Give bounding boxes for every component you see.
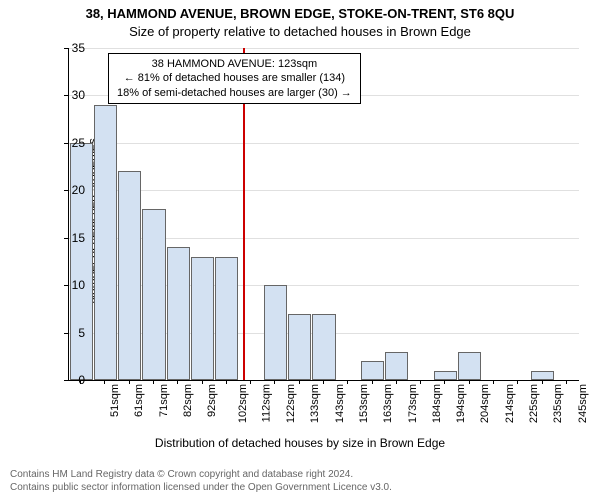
bar [94, 105, 117, 380]
bar [70, 143, 93, 380]
x-tick-mark [177, 380, 178, 384]
x-tick-label: 225sqm [528, 384, 540, 423]
grid-line [69, 190, 579, 191]
bar [385, 352, 408, 380]
x-tick-label: 122sqm [285, 384, 297, 423]
x-tick-mark [542, 380, 543, 384]
x-tick-label: 204sqm [480, 384, 492, 423]
x-tick-mark [372, 380, 373, 384]
bar [142, 209, 165, 380]
info-box: 38 HAMMOND AVENUE: 123sqm ← 81% of detac… [108, 53, 361, 104]
x-tick-label: 112sqm [260, 384, 272, 422]
y-tick-label: 30 [55, 88, 85, 102]
y-tick-label: 5 [55, 326, 85, 340]
x-tick-mark [250, 380, 251, 384]
grid-line [69, 48, 579, 49]
x-tick-mark [444, 380, 445, 384]
y-tick-label: 10 [55, 278, 85, 292]
y-tick-label: 15 [55, 231, 85, 245]
x-tick-mark [153, 380, 154, 384]
chart-title-sub: Size of property relative to detached ho… [0, 24, 600, 39]
x-tick-label: 163sqm [382, 384, 394, 423]
info-line-3: 18% of semi-detached houses are larger (… [117, 86, 352, 100]
x-tick-label: 102sqm [237, 384, 249, 423]
x-tick-label: 214sqm [504, 384, 516, 423]
x-tick-mark [80, 380, 81, 384]
x-tick-label: 235sqm [552, 384, 564, 423]
x-tick-mark [323, 380, 324, 384]
chart-container: 38, HAMMOND AVENUE, BROWN EDGE, STOKE-ON… [0, 0, 600, 500]
y-tick-label: 20 [55, 183, 85, 197]
y-tick-mark [64, 238, 68, 239]
x-tick-label: 143sqm [334, 384, 346, 423]
x-tick-label: 153sqm [358, 384, 370, 423]
bar [191, 257, 214, 380]
chart-title-main: 38, HAMMOND AVENUE, BROWN EDGE, STOKE-ON… [0, 6, 600, 21]
bar [434, 371, 457, 380]
x-tick-label: 133sqm [310, 384, 322, 423]
x-tick-mark [517, 380, 518, 384]
x-tick-label: 194sqm [455, 384, 467, 423]
footer: Contains HM Land Registry data © Crown c… [10, 468, 392, 494]
x-tick-label: 71sqm [158, 384, 170, 417]
x-tick-mark [566, 380, 567, 384]
x-axis-label: Distribution of detached houses by size … [0, 436, 600, 450]
x-tick-label: 82sqm [182, 384, 194, 417]
info-line-1: 38 HAMMOND AVENUE: 123sqm [117, 57, 352, 71]
bar [288, 314, 311, 380]
bar [215, 257, 238, 380]
x-tick-mark [129, 380, 130, 384]
y-tick-mark [64, 143, 68, 144]
y-tick-mark [64, 285, 68, 286]
x-tick-mark [104, 380, 105, 384]
x-tick-label: 92sqm [206, 384, 218, 417]
x-tick-mark [396, 380, 397, 384]
grid-line [69, 143, 579, 144]
x-tick-mark [202, 380, 203, 384]
x-tick-label: 245sqm [577, 384, 589, 423]
bar [167, 247, 190, 380]
x-tick-mark [493, 380, 494, 384]
x-tick-mark [469, 380, 470, 384]
x-tick-mark [420, 380, 421, 384]
y-tick-mark [64, 333, 68, 334]
y-tick-mark [64, 190, 68, 191]
bar [264, 285, 287, 380]
bar [312, 314, 335, 380]
bar [361, 361, 384, 380]
footer-line-1: Contains HM Land Registry data © Crown c… [10, 468, 392, 481]
x-tick-label: 173sqm [407, 384, 419, 423]
x-tick-mark [226, 380, 227, 384]
y-tick-label: 35 [55, 41, 85, 55]
x-tick-label: 61sqm [133, 384, 145, 417]
y-tick-label: 25 [55, 136, 85, 150]
bar [118, 171, 141, 380]
footer-line-2: Contains public sector information licen… [10, 481, 392, 494]
x-tick-mark [274, 380, 275, 384]
x-tick-mark [347, 380, 348, 384]
y-tick-mark [64, 95, 68, 96]
bar [531, 371, 554, 380]
info-line-2: ← 81% of detached houses are smaller (13… [117, 71, 352, 85]
bar [458, 352, 481, 380]
y-tick-mark [64, 380, 68, 381]
x-tick-label: 51sqm [109, 384, 121, 417]
x-tick-label: 184sqm [431, 384, 443, 423]
y-tick-mark [64, 48, 68, 49]
x-tick-mark [299, 380, 300, 384]
